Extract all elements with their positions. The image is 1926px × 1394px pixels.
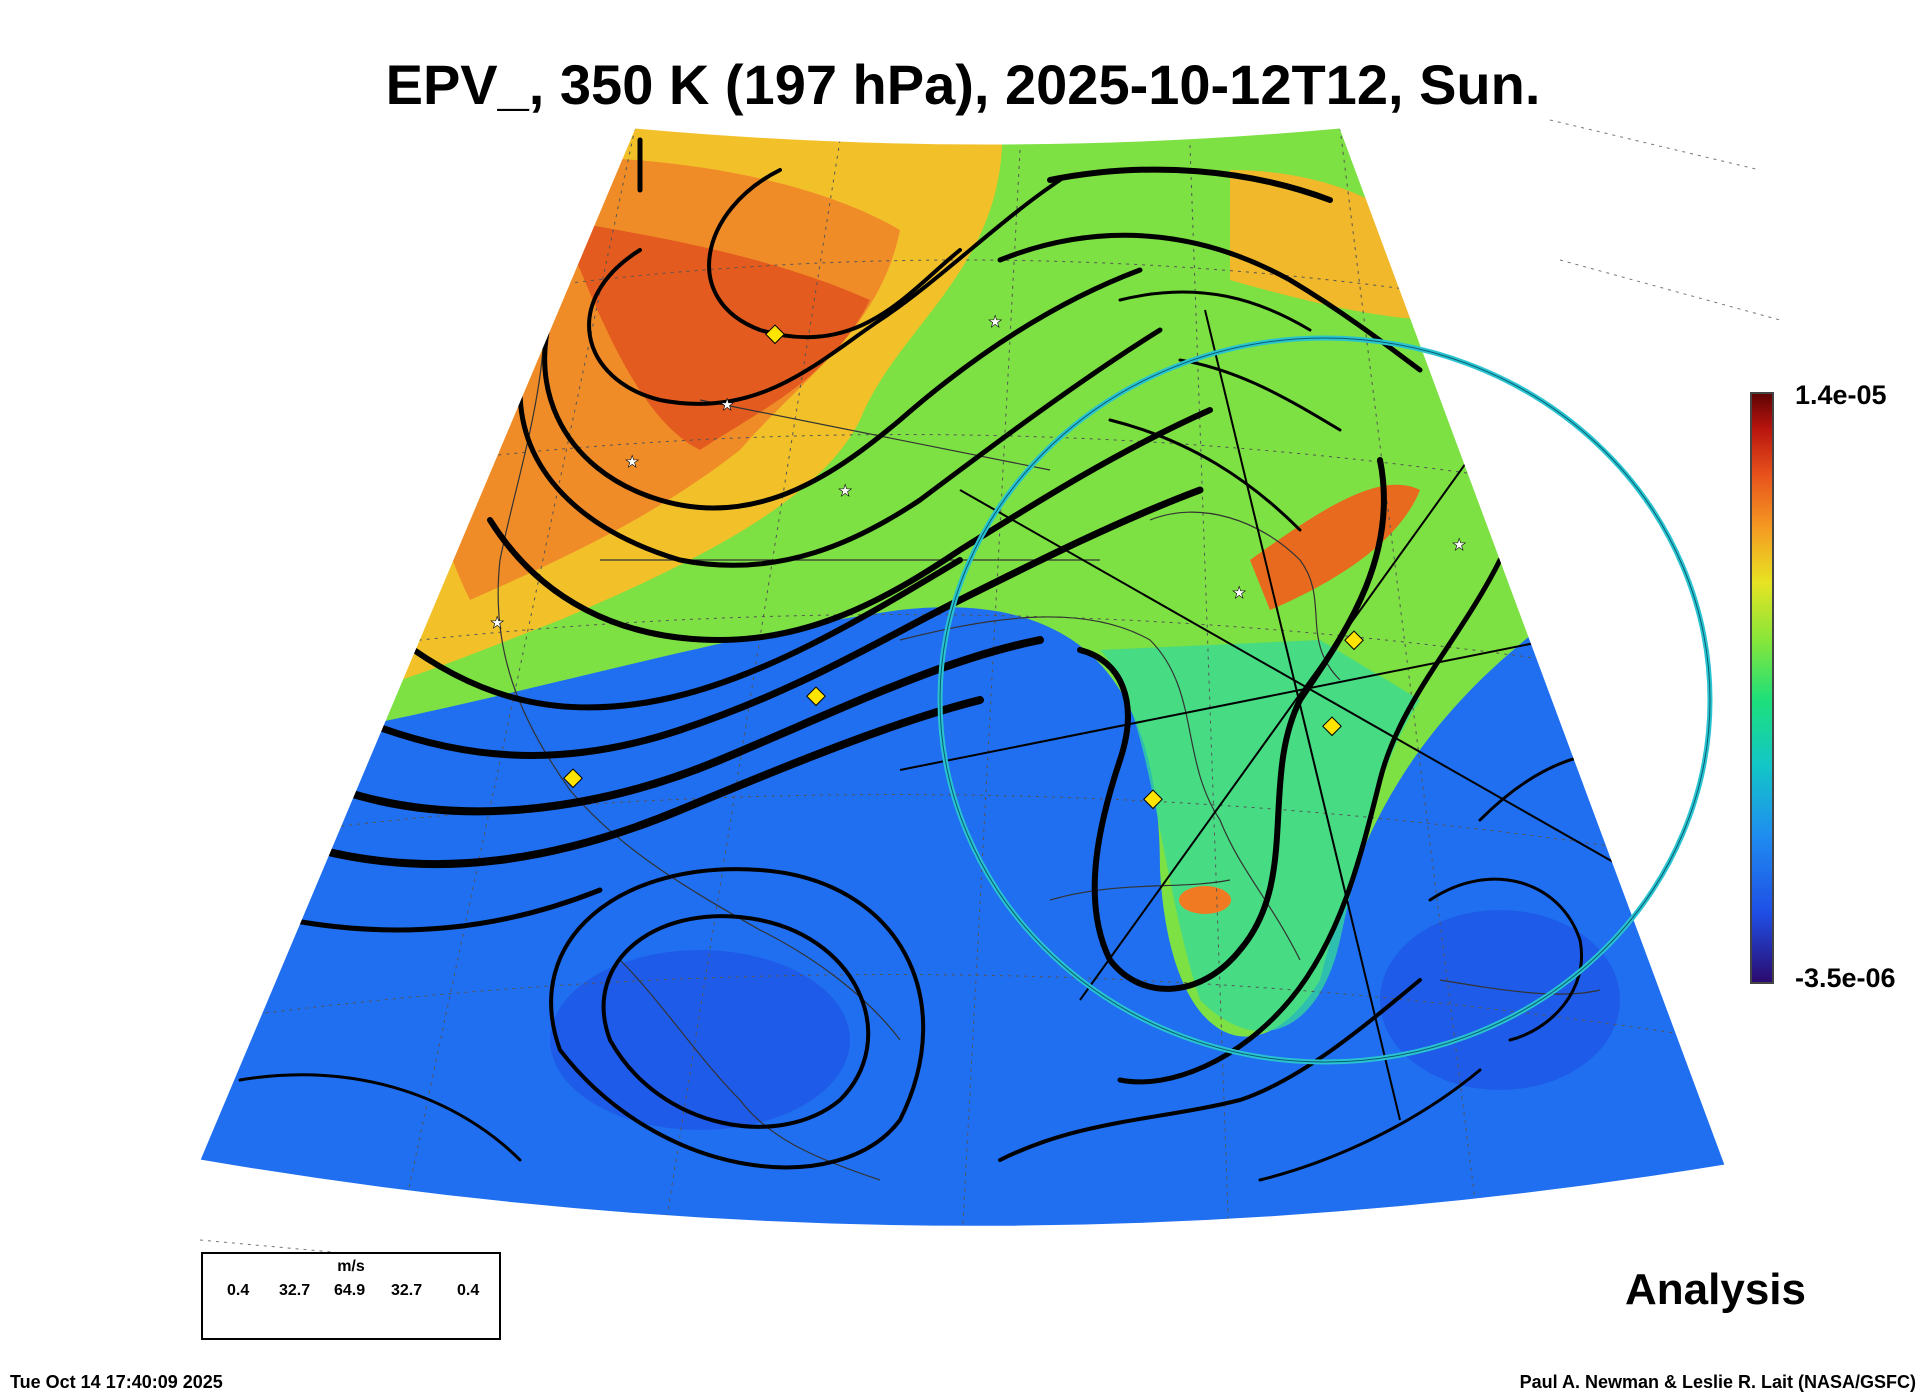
great-lakes-high-pv xyxy=(1250,484,1420,610)
diamond-marker xyxy=(1322,716,1342,737)
star-marker: ★ xyxy=(490,615,504,632)
vortex-circle-inner xyxy=(939,337,1711,1063)
diamond-marker xyxy=(1344,630,1364,651)
star-marker: ★ xyxy=(625,454,639,471)
streamlines xyxy=(238,137,1662,1182)
wind-legend-unit: m/s xyxy=(337,1258,365,1275)
star-marker: ★ xyxy=(720,397,734,414)
gulf-high-pv xyxy=(1179,886,1231,914)
high-pv-red xyxy=(560,220,870,450)
diamond-marker xyxy=(1143,789,1163,810)
wind-legend-value: 32.7 xyxy=(391,1282,423,1299)
wind-legend-value: 32.7 xyxy=(279,1282,311,1299)
colorbar-max-label: 1.4e-05 xyxy=(1795,380,1887,410)
wind-legend-value: 64.9 xyxy=(334,1282,366,1299)
diamond-marker xyxy=(765,324,785,345)
star-marker: ★ xyxy=(838,483,852,500)
colorbar-min-label: -3.5e-06 xyxy=(1795,963,1896,993)
diamond-marker xyxy=(563,768,583,789)
star-marker: ★ xyxy=(1452,537,1466,554)
star-marker: ★ xyxy=(1232,585,1246,602)
caribbean-low-pv xyxy=(1380,910,1620,1090)
colorbar xyxy=(1750,392,1774,984)
white-star-markers: ★ ★ ★ ★ ★ ★ ★ xyxy=(490,314,1467,633)
diamond-marker xyxy=(806,686,826,707)
yellow-markers xyxy=(563,324,1364,810)
map-boundary xyxy=(199,127,1726,1227)
wind-legend-value: 0.4 xyxy=(227,1282,250,1299)
wind-legend: m/s 0.4 32.7 64.9 32.7 0.4 xyxy=(201,1252,501,1340)
northeast-high-pv xyxy=(1230,170,1440,320)
product-label: Analysis xyxy=(1625,1265,1806,1314)
map-title: EPV_, 350 K (197 hPa), 2025-10-12T12, Su… xyxy=(385,53,1541,116)
star-marker: ★ xyxy=(988,314,1002,331)
footer-credit: Paul A. Newman & Leslie R. Lait (NASA/GS… xyxy=(1519,1372,1916,1392)
wind-legend-value: 0.4 xyxy=(457,1282,480,1299)
footer-timestamp: Tue Oct 14 17:40:09 2025 xyxy=(10,1372,223,1392)
mexico-low-pv xyxy=(550,950,850,1130)
trough-band xyxy=(1100,640,1420,1032)
